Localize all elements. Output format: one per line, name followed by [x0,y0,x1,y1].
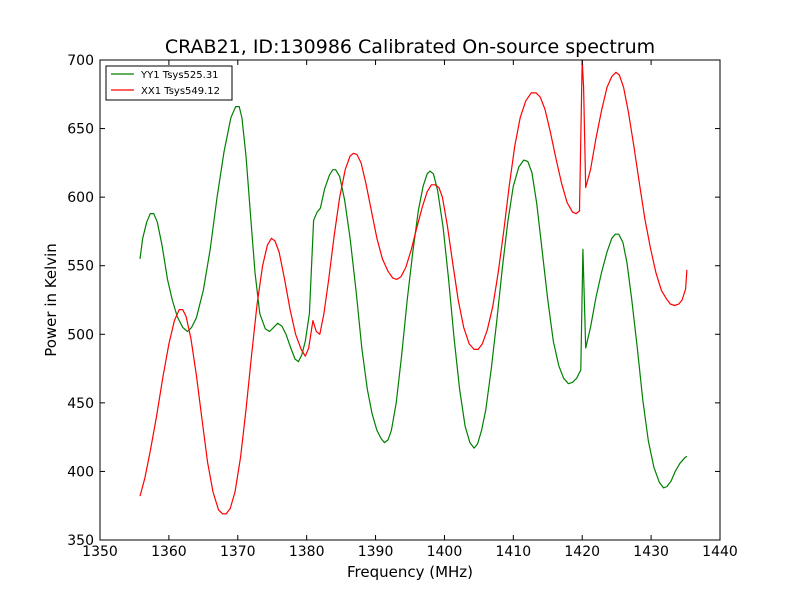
series-line-2 [139,59,688,515]
series-layer [139,59,688,515]
x-tick-label: 1410 [496,544,532,560]
x-tick-label: 1420 [564,544,600,560]
legend: YY1 Tsys525.31 XX1 Tsys549.12 [105,65,233,101]
x-tick-label: 1430 [633,544,669,560]
x-tick-label: 1370 [220,544,256,560]
legend-box [105,65,233,101]
x-tick-label: 1380 [289,544,325,560]
y-tick-label: 600 [67,190,94,206]
x-tick-label: 1350 [82,544,118,560]
y-tick-label: 350 [67,533,94,549]
series-line-1 [139,106,688,489]
y-tick-label: 500 [67,327,94,343]
y-tick-label: 650 [67,122,94,138]
y-axis-label: Power in Kelvin [42,243,60,357]
legend-label-yy1: YY1 Tsys525.31 [140,70,219,81]
y-tick-label: 550 [67,259,94,275]
y-tick-label: 700 [67,53,94,69]
plot-frame [99,59,721,541]
x-tick-label: 1390 [358,544,394,560]
x-tick-label: 1400 [427,544,463,560]
x-axis-label: Frequency (MHz) [347,563,473,581]
x-tick-label: 1440 [702,544,738,560]
y-tick-label: 450 [67,396,94,412]
x-tick-label: 1360 [151,544,187,560]
y-tick-label: 400 [67,464,94,480]
tick-layer: 1350 1360 1370 1380 1390 1400 1410 1420 1430 1440… [67,53,738,560]
chart-title: CRAB21, ID:130986 Calibrated On-source s… [165,36,655,58]
legend-label-xx1: XX1 Tsys549.12 [141,86,220,97]
